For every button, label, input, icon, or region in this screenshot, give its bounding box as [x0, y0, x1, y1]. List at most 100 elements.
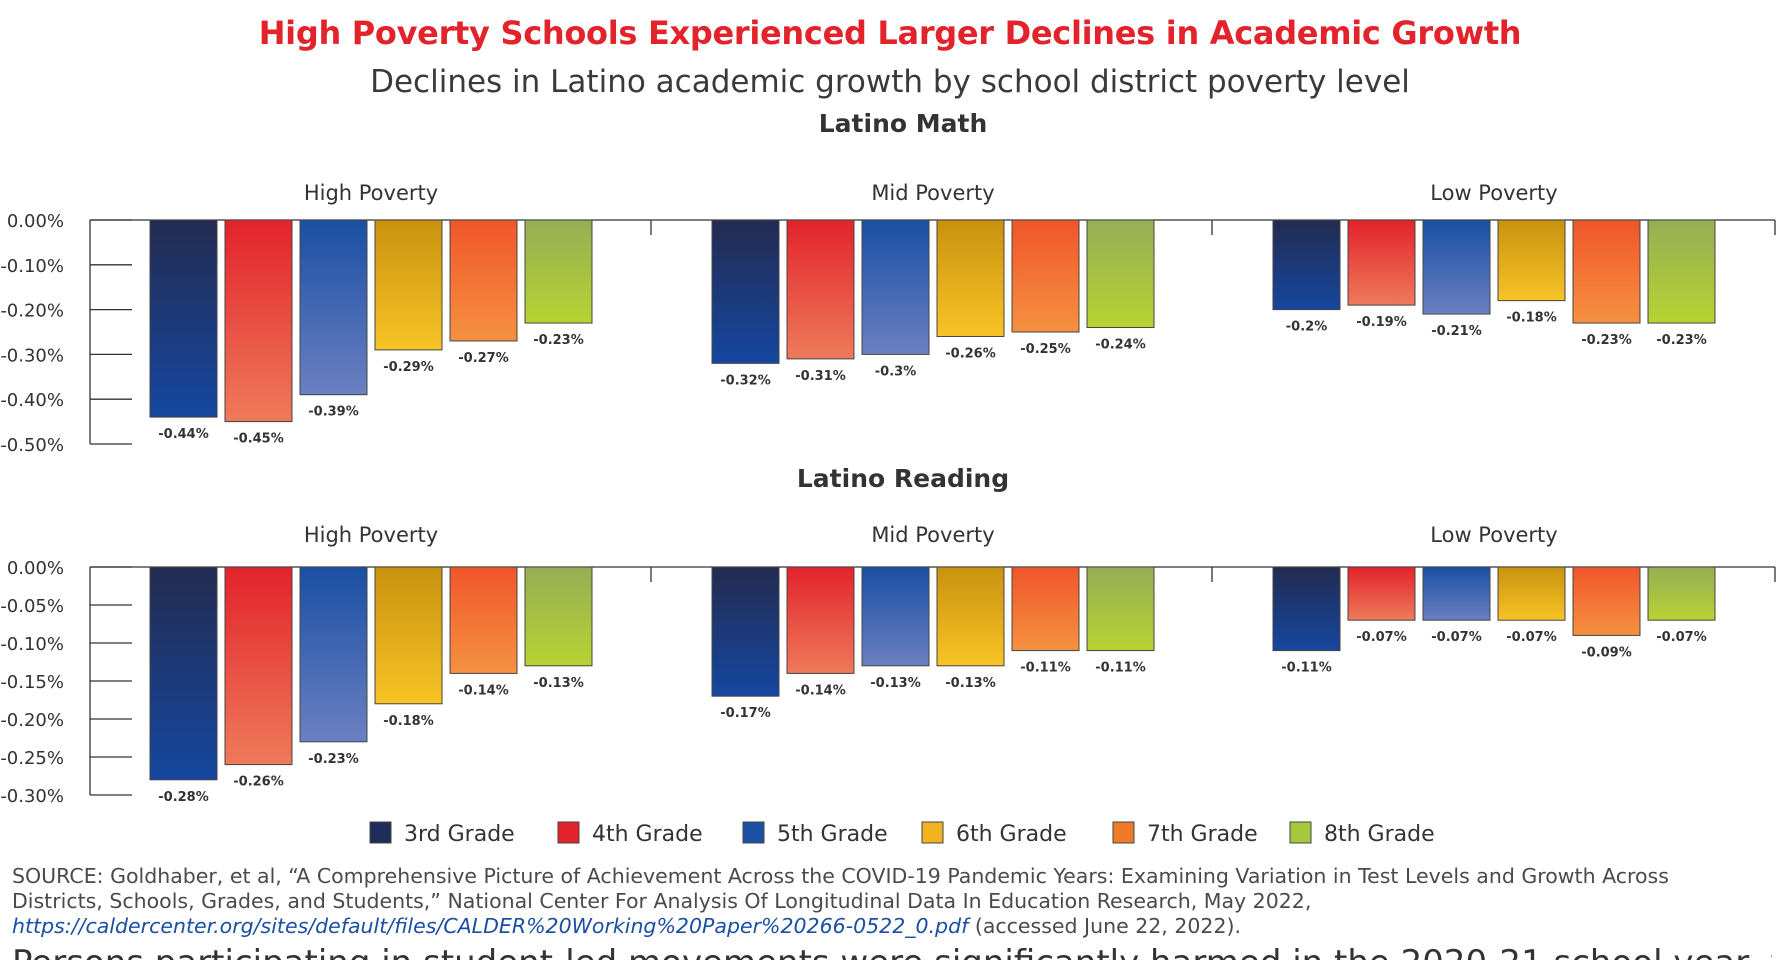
bar: [374, 566, 443, 705]
bar: [1572, 566, 1641, 636]
data-label: -0.32%: [720, 373, 771, 388]
data-label: -0.21%: [1431, 324, 1482, 339]
bar: [1422, 566, 1491, 621]
bar: [299, 219, 368, 396]
bar: [1497, 219, 1566, 302]
data-label: -0.09%: [1581, 645, 1632, 660]
data-label: -0.23%: [308, 752, 359, 767]
bar: [1086, 566, 1155, 652]
source-link[interactable]: https://caldercenter.org/sites/default/f…: [12, 914, 969, 938]
group-label: Mid Poverty: [871, 523, 994, 547]
data-label: -0.31%: [795, 369, 846, 384]
bar: [861, 566, 930, 667]
bar: [149, 566, 218, 781]
data-label: -0.44%: [158, 427, 209, 442]
data-label: -0.3%: [875, 364, 916, 379]
source-accessed: (accessed June 22, 2022).: [968, 914, 1242, 938]
bar: [1647, 566, 1716, 621]
data-label: -0.45%: [233, 432, 284, 447]
bar: [524, 219, 593, 324]
bar: [1011, 219, 1080, 333]
chart-subtitle: Declines in Latino academic growth by sc…: [370, 64, 1410, 100]
data-label: -0.26%: [945, 346, 996, 361]
legend-label: 4th Grade: [592, 822, 703, 847]
data-label: -0.13%: [945, 676, 996, 691]
bar: [1647, 219, 1716, 324]
y-tick-label: -0.05%: [0, 596, 64, 617]
bar: [861, 219, 930, 355]
bar: [1572, 219, 1641, 324]
chart-title: High Poverty Schools Experienced Larger …: [258, 14, 1522, 52]
bar: [711, 219, 780, 364]
data-label: -0.13%: [870, 676, 921, 691]
bar: [1272, 219, 1341, 311]
data-label: -0.14%: [458, 683, 509, 698]
group-label: Low Poverty: [1430, 181, 1557, 205]
data-label: -0.13%: [533, 676, 584, 691]
data-label: -0.29%: [383, 360, 434, 375]
data-label: -0.07%: [1356, 630, 1407, 645]
data-label: -0.24%: [1095, 338, 1146, 353]
bar: [449, 566, 518, 674]
bar: [1086, 219, 1155, 329]
bar: [1347, 219, 1416, 306]
bar: [711, 566, 780, 697]
data-label: -0.11%: [1281, 661, 1332, 676]
bar: [524, 566, 593, 667]
bar: [1011, 566, 1080, 652]
bar: [224, 219, 293, 423]
y-tick-label: -0.25%: [0, 748, 64, 769]
data-label: -0.11%: [1020, 661, 1071, 676]
bar: [786, 219, 855, 360]
chart-canvas: Latino Math 0.00% -0.10% -0.20% -0.30% -0.40%…: [0, 109, 1776, 847]
y-tick-label: -0.50%: [0, 435, 64, 456]
data-label: -0.2%: [1286, 320, 1327, 335]
bar: [786, 566, 855, 674]
panel-title: Latino Math: [819, 109, 988, 138]
bar: [224, 566, 293, 766]
bar: [374, 219, 443, 351]
legend-swatch: [1112, 821, 1135, 844]
data-label: -0.25%: [1020, 342, 1071, 357]
legend-swatch: [1289, 821, 1312, 844]
bar: [1422, 219, 1491, 315]
bar: [936, 566, 1005, 667]
y-tick-label: 0.00%: [7, 211, 64, 232]
data-label: -0.17%: [720, 706, 771, 721]
y-tick-label: -0.20%: [0, 710, 64, 731]
legend-label: 7th Grade: [1147, 822, 1258, 847]
data-label: -0.39%: [308, 405, 359, 420]
data-label: -0.26%: [233, 775, 284, 790]
group-label: Mid Poverty: [871, 181, 994, 205]
bar: [449, 219, 518, 342]
group-label: High Poverty: [304, 523, 438, 547]
data-label: -0.23%: [1656, 333, 1707, 348]
legend-label: 3rd Grade: [404, 822, 515, 847]
bar: [936, 219, 1005, 337]
source-citation: SOURCE: Goldhaber, et al, “A Comprehensi…: [12, 864, 1762, 939]
legend-swatch: [921, 821, 944, 844]
data-label: -0.07%: [1656, 630, 1707, 645]
group-label: High Poverty: [304, 181, 438, 205]
data-label: -0.18%: [383, 714, 434, 729]
data-label: -0.14%: [795, 683, 846, 698]
bar: [149, 219, 218, 418]
y-tick-label: -0.30%: [0, 786, 64, 807]
bar: [1272, 566, 1341, 652]
y-tick-label: 0.00%: [7, 558, 64, 579]
y-tick-label: -0.30%: [0, 345, 64, 366]
bar: [1347, 566, 1416, 621]
data-label: -0.07%: [1506, 630, 1557, 645]
legend-label: 8th Grade: [1324, 822, 1435, 847]
legend-swatch: [742, 821, 765, 844]
data-label: -0.11%: [1095, 661, 1146, 676]
data-label: -0.18%: [1506, 311, 1557, 326]
legend-label: 6th Grade: [956, 822, 1067, 847]
bar: [299, 566, 368, 743]
panel-title: Latino Reading: [797, 464, 1009, 493]
data-label: -0.23%: [1581, 333, 1632, 348]
body-text-cutoff: Persons participating in student-led mov…: [12, 946, 1772, 960]
y-tick-label: -0.20%: [0, 301, 64, 322]
legend-swatch: [557, 821, 580, 844]
group-label: Low Poverty: [1430, 523, 1557, 547]
